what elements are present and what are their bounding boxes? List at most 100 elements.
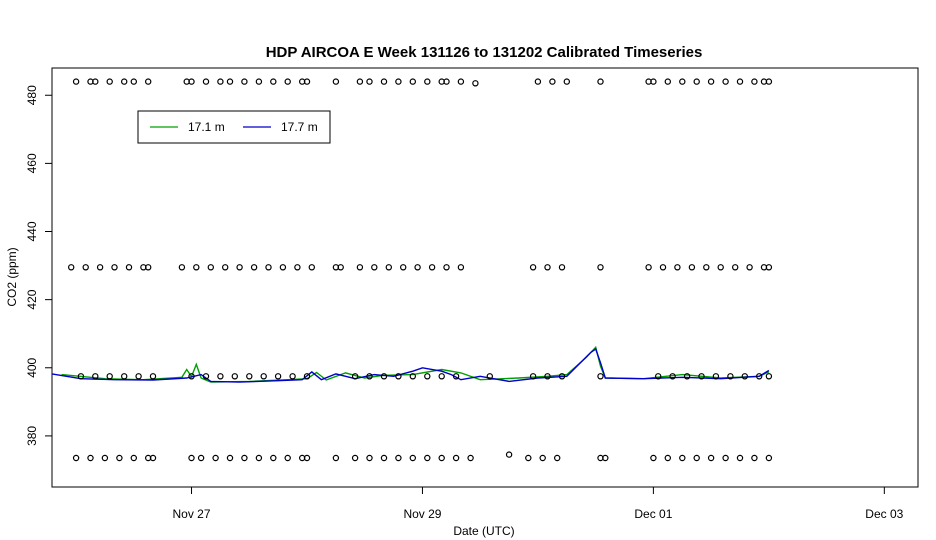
x-tick-label: Dec 03 — [865, 507, 903, 521]
data-point — [96, 264, 104, 271]
data-point — [221, 264, 229, 271]
data-point — [279, 264, 287, 271]
data-point — [207, 264, 214, 271]
data-point — [765, 264, 773, 271]
data-point — [544, 264, 551, 271]
data-point — [144, 78, 152, 85]
x-tick-label: Nov 29 — [403, 507, 441, 521]
data-point — [82, 264, 89, 271]
data-point — [241, 454, 248, 462]
data-point — [669, 373, 676, 380]
data-point — [289, 373, 296, 380]
data-point — [337, 264, 344, 271]
legend-label: 17.7 m — [281, 120, 318, 134]
data-point — [727, 373, 734, 380]
data-point — [664, 78, 672, 85]
data-point — [106, 373, 113, 380]
data-point — [149, 454, 157, 462]
data-point — [597, 373, 604, 380]
data-point — [380, 78, 388, 85]
calibration-points — [67, 78, 773, 462]
data-point — [395, 454, 402, 462]
data-point — [558, 264, 566, 271]
data-point — [72, 78, 80, 85]
data-point — [650, 454, 657, 462]
data-point — [736, 78, 744, 85]
data-point — [549, 78, 556, 85]
data-point — [241, 78, 248, 85]
data-point — [308, 264, 315, 271]
data-point — [505, 451, 513, 458]
data-point — [400, 264, 407, 271]
data-point — [707, 454, 715, 462]
data-point — [193, 264, 200, 271]
data-point — [202, 78, 210, 85]
data-point — [135, 373, 142, 380]
data-point — [452, 373, 460, 380]
data-point — [534, 78, 542, 85]
data-point — [722, 78, 729, 85]
data-point — [395, 373, 402, 380]
data-point — [693, 454, 700, 462]
data-point — [284, 78, 291, 85]
data-point — [679, 78, 686, 85]
chart-title: HDP AIRCOA E Week 131126 to 131202 Calib… — [266, 44, 703, 61]
y-tick-label: 420 — [25, 289, 39, 309]
data-point — [265, 264, 272, 271]
data-point — [351, 454, 359, 462]
data-point — [428, 264, 436, 271]
data-point — [120, 373, 128, 380]
x-axis-label: Date (UTC) — [453, 524, 514, 538]
data-point — [380, 373, 388, 380]
series-lines — [51, 345, 770, 383]
y-tick-label: 460 — [25, 153, 39, 173]
data-point — [655, 373, 662, 380]
data-point — [683, 373, 691, 380]
data-point — [366, 454, 373, 462]
data-point — [197, 454, 205, 462]
data-point — [707, 78, 715, 85]
data-point — [525, 454, 532, 462]
data-point — [457, 78, 465, 85]
data-point — [332, 78, 340, 85]
data-point — [467, 454, 474, 462]
data-point — [414, 264, 421, 271]
data-point — [698, 373, 705, 380]
data-point — [294, 264, 301, 271]
data-point — [563, 78, 571, 85]
data-point — [443, 78, 450, 85]
data-point — [270, 78, 277, 85]
data-point — [409, 78, 416, 85]
data-point — [539, 454, 546, 462]
data-point — [217, 373, 224, 380]
data-point — [645, 264, 652, 271]
x-tick-label: Nov 27 — [173, 507, 211, 521]
plot-frame — [51, 67, 919, 488]
data-point — [92, 373, 99, 380]
data-point — [149, 373, 157, 380]
data-point — [130, 454, 137, 462]
data-point — [212, 454, 219, 462]
data-point — [125, 264, 133, 271]
data-point — [529, 264, 537, 271]
data-point — [424, 454, 431, 462]
data-point — [284, 454, 291, 462]
data-point — [452, 454, 460, 462]
data-point — [703, 264, 710, 271]
data-point — [178, 264, 186, 271]
data-point — [202, 373, 210, 380]
data-point — [188, 78, 195, 85]
y-tick-label: 380 — [25, 426, 39, 446]
data-point — [674, 264, 681, 271]
data-point — [111, 264, 118, 271]
data-point — [270, 454, 277, 462]
data-point — [650, 78, 657, 85]
data-point — [101, 454, 109, 462]
data-point — [72, 454, 80, 462]
data-point — [188, 454, 195, 462]
data-point — [712, 373, 720, 380]
data-point — [765, 373, 773, 380]
data-point — [409, 373, 416, 380]
data-point — [443, 264, 450, 271]
